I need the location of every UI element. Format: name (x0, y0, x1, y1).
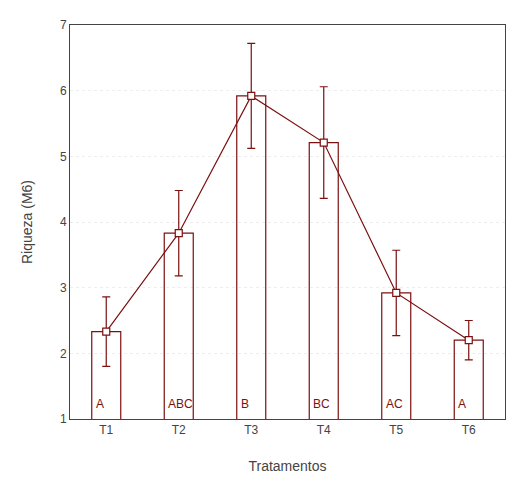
svg-text:7: 7 (60, 18, 67, 32)
svg-text:T4: T4 (317, 423, 331, 437)
svg-text:6: 6 (60, 84, 67, 98)
svg-text:T6: T6 (462, 423, 476, 437)
svg-text:4: 4 (60, 215, 67, 229)
svg-text:B: B (241, 397, 249, 411)
svg-text:1: 1 (60, 412, 67, 426)
svg-text:BC: BC (313, 397, 330, 411)
svg-text:5: 5 (60, 150, 67, 164)
svg-text:Riqueza (M6): Riqueza (M6) (19, 180, 35, 264)
svg-text:AC: AC (386, 397, 403, 411)
svg-text:T2: T2 (172, 423, 186, 437)
svg-text:2: 2 (60, 347, 67, 361)
svg-text:T5: T5 (389, 423, 403, 437)
svg-text:A: A (458, 397, 466, 411)
svg-text:Tratamentos: Tratamentos (248, 458, 326, 474)
svg-text:A: A (96, 397, 104, 411)
svg-text:3: 3 (60, 281, 67, 295)
svg-text:ABC: ABC (168, 397, 193, 411)
svg-text:T3: T3 (244, 423, 258, 437)
svg-text:T1: T1 (99, 423, 113, 437)
